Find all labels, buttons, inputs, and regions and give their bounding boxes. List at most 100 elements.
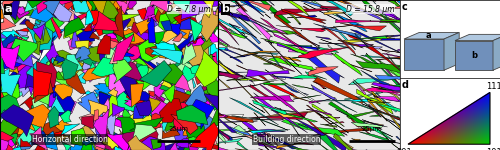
Polygon shape xyxy=(303,6,311,11)
Polygon shape xyxy=(64,55,83,72)
Polygon shape xyxy=(32,88,43,98)
Polygon shape xyxy=(48,106,59,128)
Polygon shape xyxy=(158,13,183,39)
Polygon shape xyxy=(198,0,220,13)
Polygon shape xyxy=(250,119,284,120)
Polygon shape xyxy=(277,43,298,52)
Polygon shape xyxy=(158,142,181,150)
Polygon shape xyxy=(37,72,54,82)
Polygon shape xyxy=(204,26,218,41)
Polygon shape xyxy=(276,26,328,32)
Polygon shape xyxy=(135,100,153,116)
Polygon shape xyxy=(155,99,173,118)
Polygon shape xyxy=(46,68,57,84)
Polygon shape xyxy=(265,14,270,18)
Polygon shape xyxy=(28,131,32,145)
Polygon shape xyxy=(236,12,288,34)
Polygon shape xyxy=(150,44,172,58)
Polygon shape xyxy=(190,32,226,68)
Polygon shape xyxy=(161,116,174,132)
Polygon shape xyxy=(176,138,189,148)
Polygon shape xyxy=(354,119,384,126)
Polygon shape xyxy=(202,0,208,1)
Polygon shape xyxy=(216,0,233,15)
Polygon shape xyxy=(268,39,272,44)
Polygon shape xyxy=(264,63,277,64)
Polygon shape xyxy=(82,91,98,110)
Polygon shape xyxy=(62,140,77,147)
Polygon shape xyxy=(334,0,399,22)
Polygon shape xyxy=(0,135,6,150)
Polygon shape xyxy=(113,34,134,61)
Polygon shape xyxy=(176,105,208,125)
Polygon shape xyxy=(212,93,227,99)
Polygon shape xyxy=(351,122,383,127)
Polygon shape xyxy=(222,56,240,76)
Polygon shape xyxy=(200,138,242,146)
Polygon shape xyxy=(110,48,117,64)
Text: D = 7.8 μm: D = 7.8 μm xyxy=(167,4,211,14)
Polygon shape xyxy=(34,0,58,14)
Polygon shape xyxy=(80,0,96,20)
Polygon shape xyxy=(0,72,20,89)
Polygon shape xyxy=(390,0,402,10)
Polygon shape xyxy=(185,109,214,136)
Polygon shape xyxy=(190,0,216,18)
Polygon shape xyxy=(206,93,234,114)
Polygon shape xyxy=(274,8,345,16)
Polygon shape xyxy=(200,36,223,64)
Polygon shape xyxy=(210,0,237,7)
Polygon shape xyxy=(197,97,211,114)
Polygon shape xyxy=(326,122,344,125)
Polygon shape xyxy=(122,86,131,100)
Polygon shape xyxy=(334,0,388,23)
Polygon shape xyxy=(166,51,192,75)
Polygon shape xyxy=(362,120,388,127)
Polygon shape xyxy=(50,95,65,115)
Polygon shape xyxy=(230,98,278,125)
Polygon shape xyxy=(320,6,339,8)
Polygon shape xyxy=(200,9,222,42)
Polygon shape xyxy=(276,0,328,10)
Polygon shape xyxy=(181,144,198,150)
Polygon shape xyxy=(341,61,372,72)
Polygon shape xyxy=(282,120,344,136)
Polygon shape xyxy=(116,125,148,150)
Polygon shape xyxy=(216,76,240,106)
Polygon shape xyxy=(178,0,199,16)
Polygon shape xyxy=(336,20,397,23)
Polygon shape xyxy=(379,82,434,94)
Polygon shape xyxy=(212,123,230,140)
Polygon shape xyxy=(280,56,290,67)
Polygon shape xyxy=(95,94,124,116)
Polygon shape xyxy=(338,40,363,48)
Polygon shape xyxy=(254,113,266,126)
Polygon shape xyxy=(380,38,433,40)
Polygon shape xyxy=(209,33,224,42)
Polygon shape xyxy=(48,83,58,93)
Polygon shape xyxy=(52,0,74,21)
Polygon shape xyxy=(73,44,104,62)
Polygon shape xyxy=(161,64,186,84)
Polygon shape xyxy=(356,89,393,114)
Polygon shape xyxy=(10,41,40,54)
Polygon shape xyxy=(56,69,70,87)
Polygon shape xyxy=(108,0,134,18)
Polygon shape xyxy=(134,31,153,43)
Polygon shape xyxy=(192,48,215,57)
Polygon shape xyxy=(290,45,320,50)
Polygon shape xyxy=(334,133,357,150)
Polygon shape xyxy=(382,8,422,36)
Polygon shape xyxy=(301,53,344,83)
Polygon shape xyxy=(134,136,166,150)
Polygon shape xyxy=(212,0,238,4)
Polygon shape xyxy=(320,39,352,48)
Polygon shape xyxy=(126,95,148,112)
Polygon shape xyxy=(148,17,156,43)
Polygon shape xyxy=(380,20,402,23)
Polygon shape xyxy=(218,78,230,89)
Polygon shape xyxy=(358,124,370,134)
Polygon shape xyxy=(42,10,53,28)
Polygon shape xyxy=(84,24,92,31)
Polygon shape xyxy=(107,0,125,20)
